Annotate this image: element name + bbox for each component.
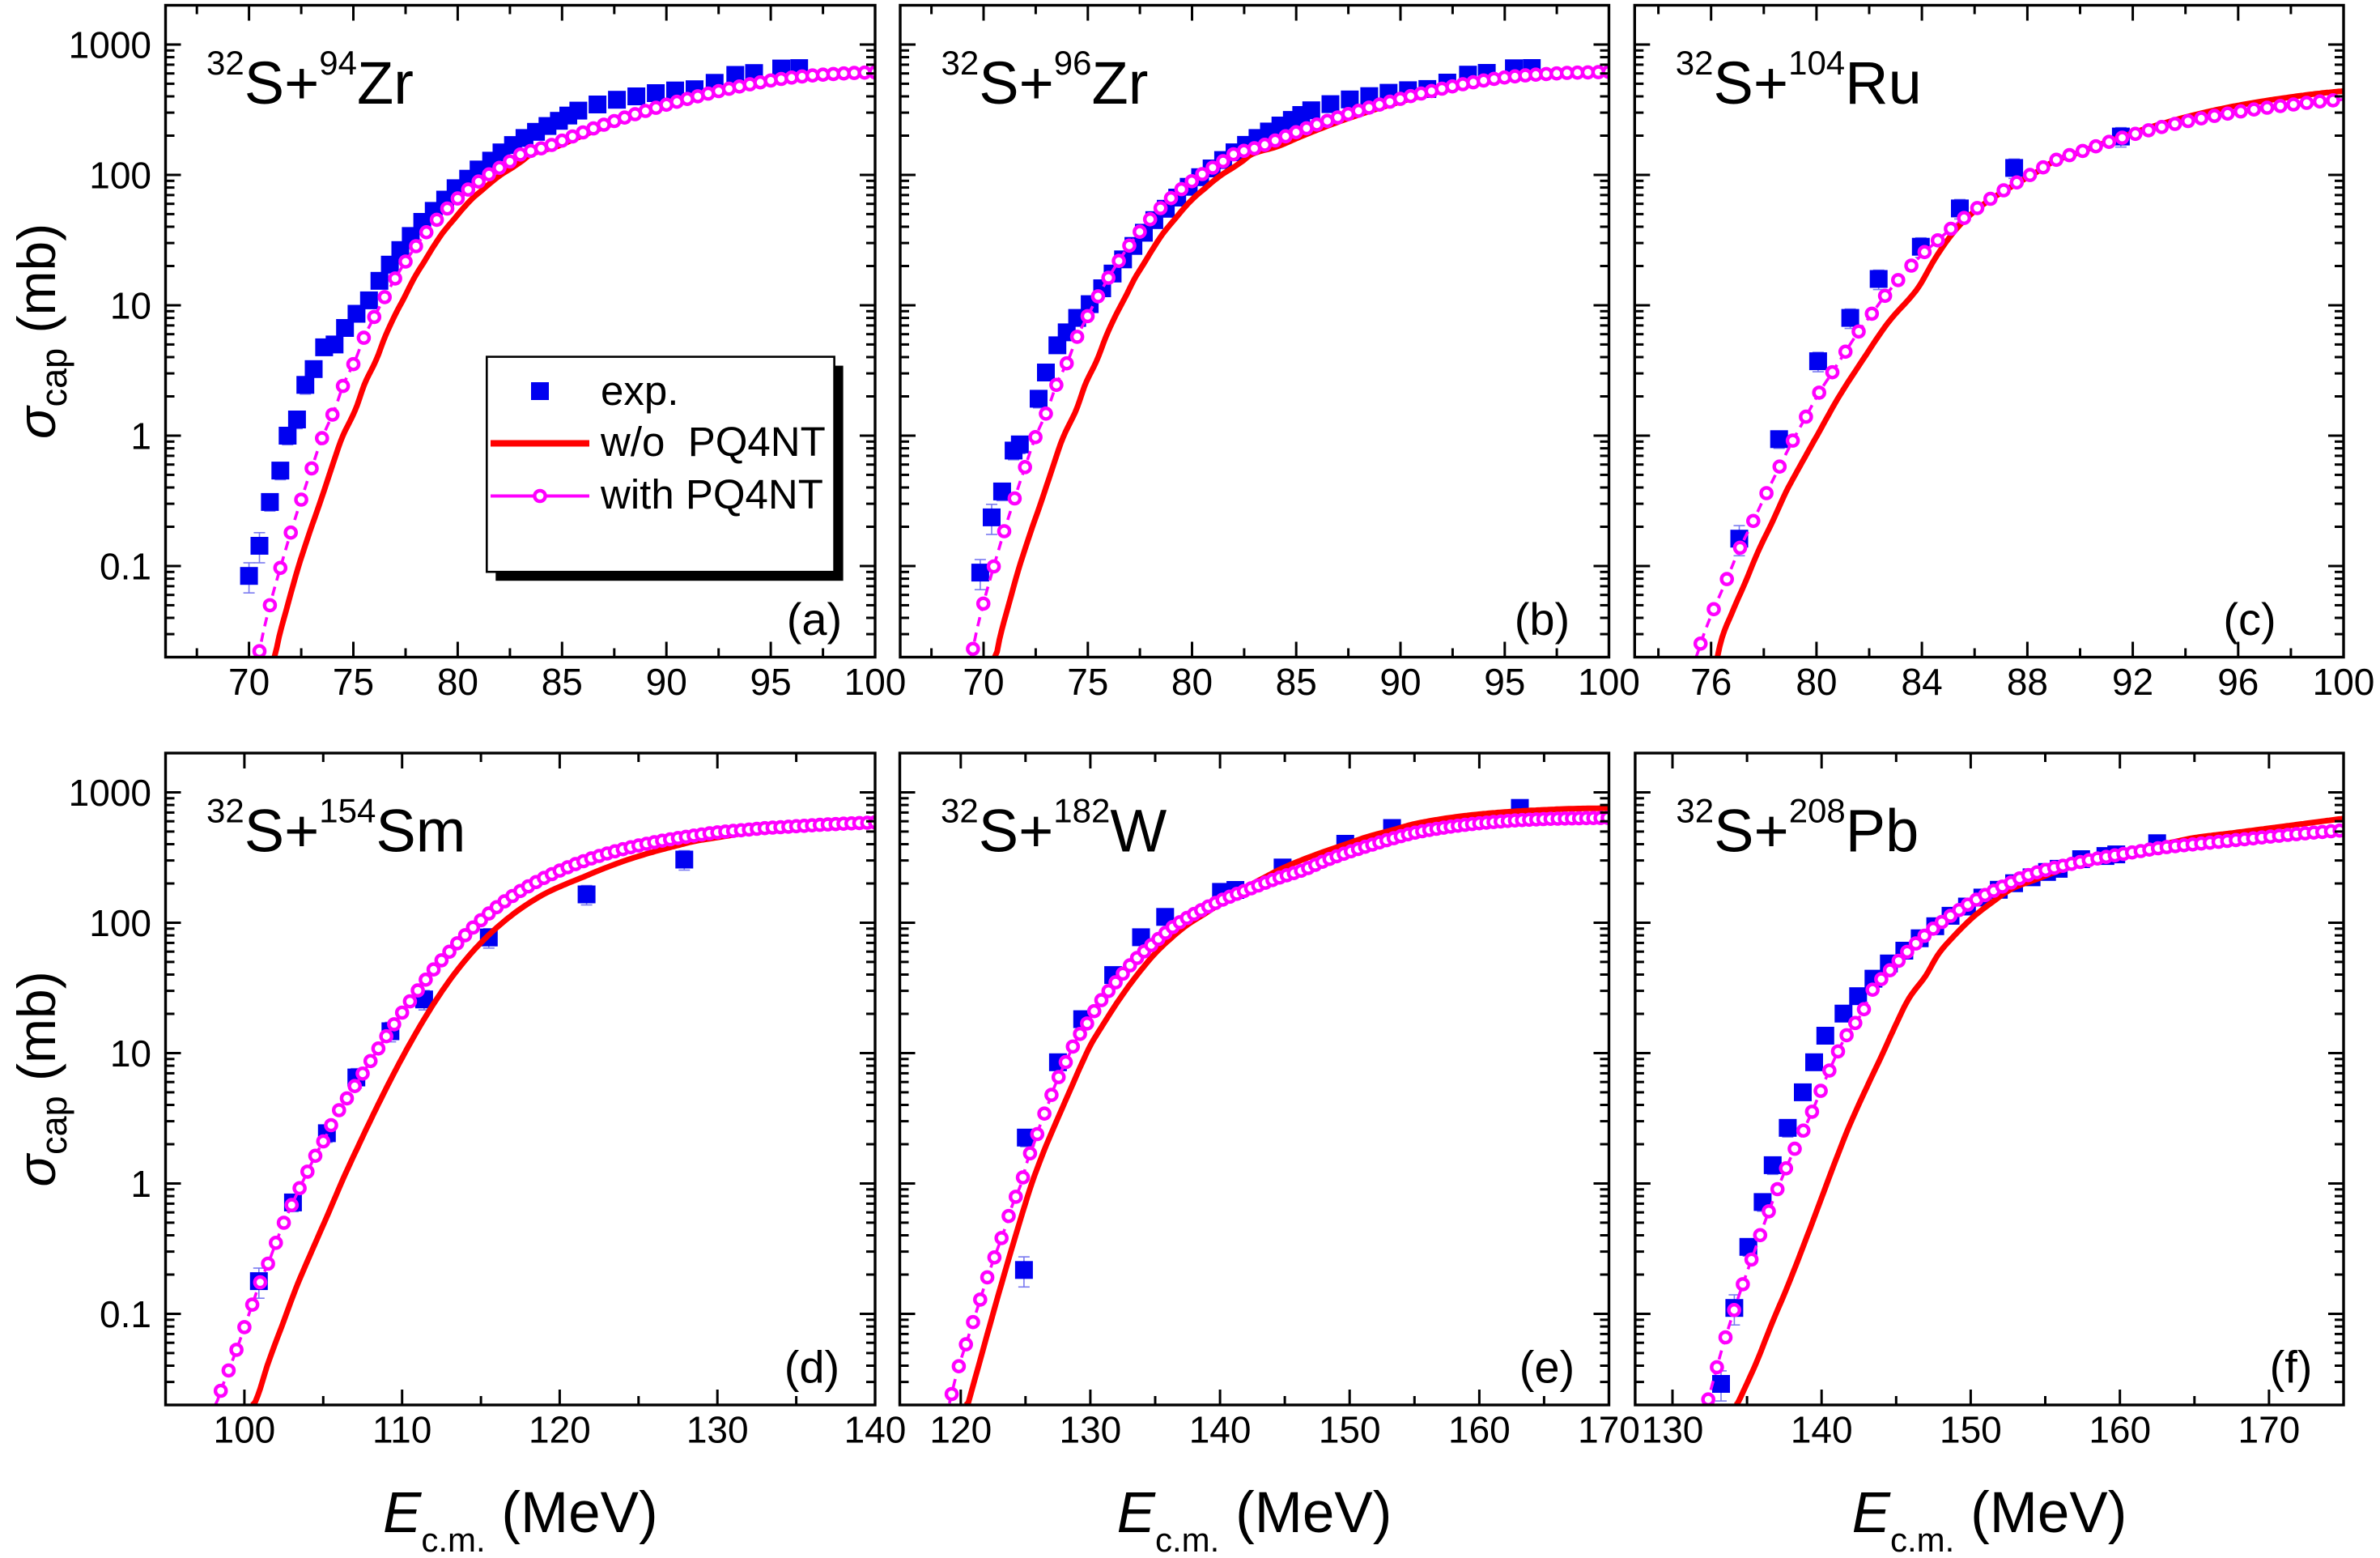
- svg-text:1000: 1000: [69, 772, 151, 814]
- svg-text:160: 160: [2089, 1409, 2151, 1451]
- svg-text:170: 170: [1578, 1409, 1640, 1451]
- svg-text:Ec.m. (MeV): Ec.m. (MeV): [1117, 1481, 1392, 1554]
- svg-text:90: 90: [646, 661, 687, 703]
- svg-text:95: 95: [750, 661, 792, 703]
- svg-text:85: 85: [1276, 661, 1317, 703]
- svg-text:96: 96: [2217, 661, 2259, 703]
- svg-text:32S+96Zr: 32S+96Zr: [941, 44, 1149, 117]
- svg-text:80: 80: [437, 661, 478, 703]
- svg-text:(e): (e): [1519, 1342, 1575, 1393]
- svg-text:Ec.m. (MeV): Ec.m. (MeV): [383, 1481, 658, 1554]
- svg-text:95: 95: [1484, 661, 1525, 703]
- svg-text:with PQ4NT: with PQ4NT: [600, 471, 823, 517]
- svg-text:84: 84: [1902, 661, 1943, 703]
- svg-text:75: 75: [1067, 661, 1108, 703]
- svg-text:σcap (mb): σcap (mb): [6, 223, 74, 439]
- svg-text:1: 1: [130, 1163, 151, 1205]
- svg-text:140: 140: [844, 1409, 907, 1451]
- svg-text:130: 130: [1642, 1409, 1704, 1451]
- svg-text:32S+182W: 32S+182W: [941, 792, 1167, 865]
- svg-text:130: 130: [1060, 1409, 1122, 1451]
- svg-text:10: 10: [110, 285, 151, 327]
- svg-text:(f): (f): [2270, 1342, 2313, 1393]
- svg-text:85: 85: [542, 661, 583, 703]
- svg-text:1000: 1000: [69, 24, 151, 66]
- svg-text:76: 76: [1690, 661, 1732, 703]
- svg-text:σcap (mb): σcap (mb): [6, 971, 74, 1186]
- svg-text:0.1: 0.1: [100, 546, 151, 588]
- svg-text:100: 100: [89, 902, 151, 944]
- svg-text:170: 170: [2238, 1409, 2301, 1451]
- svg-text:150: 150: [1940, 1409, 2002, 1451]
- svg-text:32S+94Zr: 32S+94Zr: [206, 44, 414, 117]
- svg-text:80: 80: [1796, 661, 1837, 703]
- svg-text:88: 88: [2007, 661, 2048, 703]
- svg-text:70: 70: [963, 661, 1004, 703]
- svg-text:140: 140: [1189, 1409, 1252, 1451]
- svg-text:100: 100: [844, 661, 907, 703]
- svg-text:exp.: exp.: [601, 368, 678, 414]
- svg-text:140: 140: [1791, 1409, 1853, 1451]
- svg-text:90: 90: [1379, 661, 1421, 703]
- svg-text:w/o PQ4NT: w/o PQ4NT: [600, 419, 826, 465]
- svg-text:92: 92: [2112, 661, 2153, 703]
- svg-text:(b): (b): [1515, 594, 1570, 645]
- svg-text:100: 100: [89, 155, 151, 197]
- svg-text:100: 100: [2313, 661, 2375, 703]
- svg-text:130: 130: [686, 1409, 749, 1451]
- svg-text:110: 110: [372, 1409, 431, 1451]
- svg-text:10: 10: [110, 1032, 151, 1075]
- svg-text:120: 120: [929, 1409, 992, 1451]
- svg-text:(d): (d): [784, 1342, 839, 1393]
- svg-text:150: 150: [1319, 1409, 1381, 1451]
- svg-text:(c): (c): [2223, 594, 2276, 645]
- svg-text:Ec.m. (MeV): Ec.m. (MeV): [1852, 1481, 2127, 1554]
- svg-text:80: 80: [1171, 661, 1213, 703]
- svg-text:0.1: 0.1: [100, 1293, 151, 1335]
- svg-text:70: 70: [228, 661, 270, 703]
- svg-text:32S+104Ru: 32S+104Ru: [1676, 44, 1922, 117]
- svg-text:32S+208Pb: 32S+208Pb: [1676, 792, 1919, 865]
- svg-text:100: 100: [214, 1409, 276, 1451]
- svg-text:120: 120: [529, 1409, 591, 1451]
- svg-text:(a): (a): [787, 594, 842, 645]
- svg-text:100: 100: [1578, 661, 1640, 703]
- svg-text:160: 160: [1448, 1409, 1511, 1451]
- svg-text:32S+154Sm: 32S+154Sm: [206, 792, 465, 865]
- svg-text:1: 1: [130, 415, 151, 458]
- svg-text:75: 75: [333, 661, 374, 703]
